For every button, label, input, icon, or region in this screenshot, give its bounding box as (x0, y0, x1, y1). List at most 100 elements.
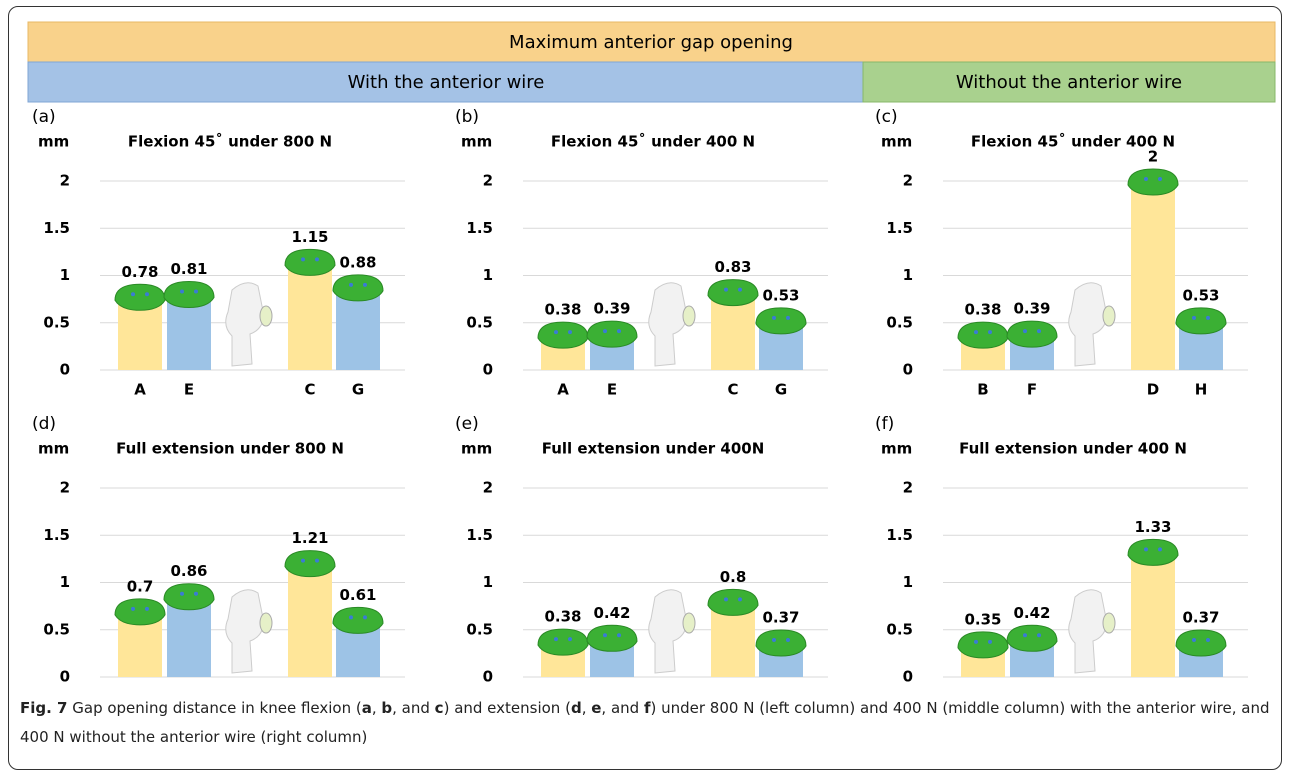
implant-dot (568, 330, 572, 335)
right-band (862, 61, 1276, 103)
value-label: 0.39 (1013, 300, 1050, 318)
y-tick-label: 1 (60, 573, 70, 591)
implant-dot (180, 289, 184, 294)
left-band-label: With the anterior wire (348, 72, 545, 93)
chart-title: Flexion 45˚ under 400 N (971, 133, 1175, 151)
y-tick-label: 1 (60, 266, 70, 284)
x-tick-label: H (1195, 688, 1208, 691)
caption-text: a (361, 699, 372, 717)
value-label: 1.21 (291, 529, 328, 547)
implant-dot (194, 591, 198, 596)
knee-icon (648, 589, 688, 674)
x-tick-label: B (977, 381, 988, 399)
knee-icon (1068, 589, 1108, 674)
implant-dot (738, 597, 742, 602)
header-title: Maximum anterior gap opening (509, 32, 793, 53)
y-tick-label: 2 (60, 479, 70, 497)
caption-text: ) and extension ( (443, 699, 571, 717)
figure-frame (8, 6, 1282, 770)
y-tick-label: 1.5 (886, 219, 913, 237)
implant-icon (1127, 538, 1179, 566)
implant-dot (1037, 633, 1041, 638)
value-label: 0.8 (720, 568, 747, 586)
chart-title: Flexion 45˚ under 400 N (551, 133, 755, 151)
implant-dot (786, 315, 790, 320)
caption-text: , and (601, 699, 644, 717)
implant-dot (1144, 177, 1148, 181)
implant-dot (1158, 547, 1162, 552)
implant-dot (1206, 638, 1210, 643)
x-tick-label: C (304, 381, 315, 399)
implant-icon (284, 550, 336, 578)
implant-dot (363, 615, 367, 620)
knee-icon (225, 589, 265, 674)
y-tick-label: 1 (903, 266, 913, 284)
x-tick-label: G (352, 688, 364, 691)
caption-text: Fig. 7 (20, 699, 68, 717)
implant-icon (163, 583, 215, 611)
implant-icon (284, 248, 336, 276)
value-label: 0.37 (762, 609, 799, 627)
implant-dot (617, 329, 621, 334)
implant-icon (1006, 624, 1058, 652)
y-tick-label: 0 (60, 668, 70, 686)
bar (1131, 181, 1175, 370)
chart-title: Full extension under 400N (542, 440, 765, 458)
implant-icon (1175, 629, 1227, 657)
caption-text: , (371, 699, 382, 717)
value-label: 0.83 (714, 258, 751, 276)
implant-dot (772, 315, 776, 320)
value-label: 0.37 (1182, 609, 1219, 627)
y-unit: mm (461, 133, 492, 151)
knee-patella (1102, 612, 1116, 634)
panel-label: (d) (32, 414, 56, 434)
y-tick-label: 0 (903, 668, 913, 686)
y-tick-label: 0 (483, 361, 493, 379)
caption-text: Gap opening distance in knee flexion ( (67, 699, 362, 717)
knee-icon (225, 282, 265, 367)
implant-dot (974, 639, 978, 644)
caption-text: , (581, 699, 592, 717)
implant-dot (974, 330, 978, 335)
implant-dot (301, 558, 305, 563)
panel-label: (a) (32, 107, 56, 127)
caption-text: e (591, 699, 602, 717)
x-tick-label: B (977, 688, 988, 691)
value-label: 0.42 (593, 604, 630, 622)
x-tick-label: D (1147, 688, 1159, 691)
implant-icon (163, 280, 215, 308)
panel-label: (e) (455, 414, 479, 434)
implant-dot (554, 637, 558, 642)
implant-dot (724, 287, 728, 292)
x-tick-label: G (775, 688, 787, 691)
x-tick-label: A (557, 688, 569, 691)
implant-icon (586, 624, 638, 652)
caption-text: c (434, 699, 444, 717)
y-tick-label: 0 (903, 361, 913, 379)
implant-icon (1175, 307, 1227, 335)
value-label: 1.15 (291, 228, 328, 246)
implant-icon (1127, 168, 1179, 196)
x-tick-label: C (727, 688, 738, 691)
value-label: 0.53 (1182, 286, 1219, 304)
y-tick-label: 2 (483, 172, 493, 190)
y-tick-label: 1.5 (886, 526, 913, 544)
implant-dot (617, 633, 621, 638)
implant-icon (755, 307, 807, 335)
y-tick-label: 2 (60, 172, 70, 190)
knee-patella (259, 612, 273, 634)
implant-dot (145, 292, 149, 297)
y-tick-label: 2 (903, 172, 913, 190)
implant-dot (1192, 638, 1196, 643)
implant-dot (568, 637, 572, 642)
implant-dot (1192, 315, 1196, 320)
figure: Maximum anterior gap opening With the an… (27, 21, 1276, 691)
knee-icon (1068, 282, 1108, 367)
implant-dot (315, 558, 319, 563)
implant-icon (957, 321, 1009, 349)
implant-dot (1158, 177, 1162, 181)
bar (1131, 551, 1175, 677)
y-tick-label: 0.5 (43, 313, 70, 331)
bar (288, 562, 332, 677)
value-label: 0.81 (170, 260, 207, 278)
